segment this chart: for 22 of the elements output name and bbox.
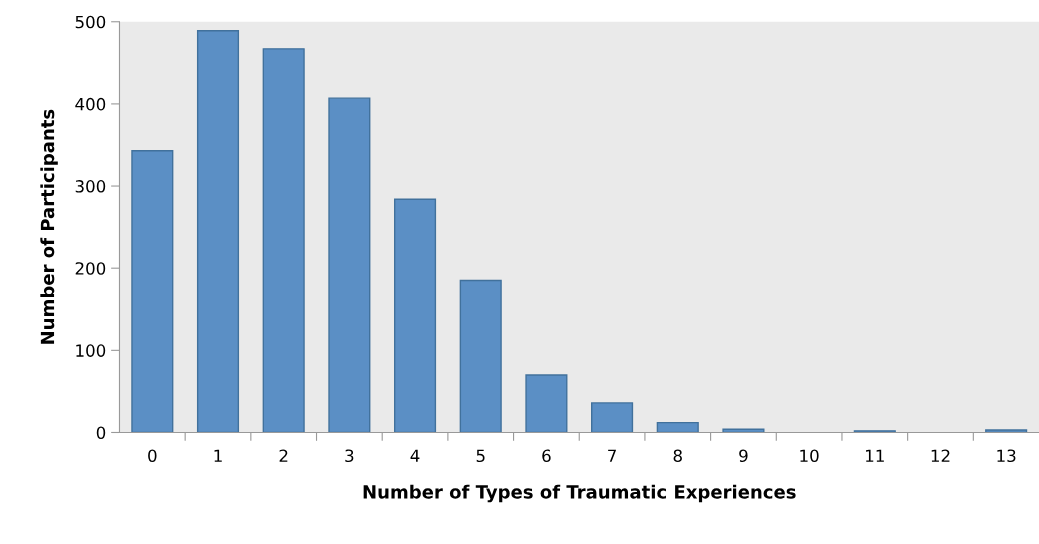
x-tick-label: 3 (345, 449, 354, 463)
x-axis-title: Number of Types of Traumatic Experiences (363, 484, 796, 503)
y-tick-label: 400 (75, 97, 106, 111)
y-tick-label: 0 (96, 426, 106, 440)
x-tick-label: 0 (148, 449, 157, 463)
x-tick-label: 1 (214, 449, 222, 462)
x-tick-label: 9 (739, 449, 748, 463)
x-tick-label: 2 (279, 449, 288, 462)
x-tick-label: 10 (800, 449, 819, 463)
x-tick-label: 6 (542, 449, 551, 463)
x-tick-label: 11 (866, 449, 884, 462)
x-tick-label: 4 (410, 449, 420, 462)
y-tick-label: 300 (75, 180, 106, 193)
x-tick-label: 7 (608, 449, 616, 462)
y-axis-title: Number of Participants (40, 109, 58, 344)
y-tick-label: 200 (75, 262, 106, 275)
x-tick-label: 8 (673, 449, 682, 463)
y-tick-label: 100 (76, 344, 106, 357)
x-tick-label: 5 (476, 449, 485, 463)
x-tick-label: 13 (997, 449, 1016, 463)
y-tick-label: 500 (75, 15, 106, 29)
x-tick-label: 12 (931, 449, 950, 462)
